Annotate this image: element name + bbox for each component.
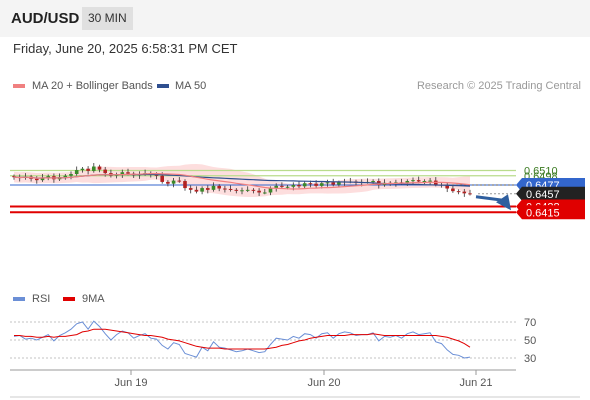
candle-body [308, 183, 313, 185]
ma20-line [13, 172, 471, 190]
candle-body [422, 181, 427, 183]
candle-body [188, 188, 193, 190]
candle-body [456, 191, 461, 193]
support-2-label: 0.6415 [526, 207, 560, 219]
ma20-legend-swatch [13, 84, 25, 88]
candle-body [35, 178, 39, 181]
candle-body [451, 188, 455, 192]
candle-body [251, 189, 256, 191]
ma9-legend-swatch [63, 297, 75, 301]
candle-body [183, 181, 187, 189]
candle-body [46, 176, 50, 178]
candle-body [274, 185, 278, 189]
candle-body [120, 172, 125, 175]
candle-body [297, 185, 301, 187]
candle-body [206, 188, 210, 190]
candle-body [234, 189, 239, 191]
candle-body [314, 183, 318, 186]
last-price-tag [516, 186, 585, 201]
candle-body [160, 175, 164, 182]
candle-body [462, 191, 467, 194]
candle-body [268, 188, 273, 193]
candle-body [171, 180, 176, 184]
rsi-legend-swatch [13, 297, 25, 301]
rsi-line [13, 320, 471, 359]
x-tick-label: Jun 21 [459, 377, 492, 389]
candle-body [97, 166, 102, 170]
x-tick-label: Jun 20 [307, 377, 340, 389]
candle-body [280, 185, 284, 187]
support-2-tag [516, 205, 585, 220]
timeframe-badge[interactable]: 30 MIN [82, 7, 133, 30]
candle-body [285, 186, 290, 188]
candle-body [245, 189, 250, 191]
rsi-tick-70: 70 [524, 317, 536, 329]
ma9-legend-label: 9MA [82, 293, 105, 305]
candle-body [371, 181, 375, 183]
candle-body [405, 181, 410, 184]
candle-body [74, 170, 79, 174]
candle-body [86, 168, 90, 171]
candle-body [166, 181, 170, 184]
candle-body [228, 188, 233, 190]
candle-body [416, 180, 421, 182]
ma50-legend-swatch [157, 84, 169, 88]
rsi-tick-30: 30 [524, 353, 536, 365]
rsi-ma-line [14, 328, 471, 350]
candle-body [103, 169, 107, 174]
candle-body [217, 185, 221, 189]
candle-body [325, 182, 330, 184]
symbol-title: AUD/USD [11, 10, 80, 27]
candle-body [211, 185, 216, 190]
candle-body [63, 175, 68, 178]
candle-body [468, 193, 472, 195]
candle-body [337, 182, 341, 185]
candle-body [263, 192, 267, 194]
candle-body [194, 189, 199, 192]
candle-body [200, 188, 204, 192]
chart-header: AUD/USD 30 MIN [0, 0, 590, 37]
last-price-label: 0.6457 [526, 189, 560, 201]
rsi-legend-label: RSI [32, 293, 51, 305]
candle-body [428, 180, 432, 182]
timestamp: Friday, June 20, 2025 6:58:31 PM CET [13, 41, 238, 56]
candle-body [126, 172, 130, 174]
forecast-arrow-shaft [475, 195, 504, 202]
credit-text: Research © 2025 Trading Central [416, 80, 581, 92]
candle-body [12, 176, 16, 178]
candle-body [92, 166, 96, 171]
candle-body [411, 180, 415, 182]
candle-body [154, 174, 159, 176]
candle-body [445, 185, 449, 189]
resistance-2-label: 0.6510 [524, 165, 558, 177]
candle-body [331, 182, 335, 185]
candle-body [291, 185, 296, 187]
candle-body [302, 183, 307, 187]
ma50-legend-label: MA 50 [175, 80, 207, 92]
candle-body [69, 174, 73, 176]
rsi-tick-50: 50 [524, 335, 536, 347]
candle-body [257, 190, 261, 193]
candle-body [177, 180, 182, 182]
forecast-arrow-head [496, 194, 511, 211]
candle-body [40, 177, 45, 181]
ma20-legend-label: MA 20 + Bollinger Bands [32, 80, 153, 92]
candle-body [240, 190, 244, 192]
candle-body [223, 188, 227, 190]
candle-body [80, 168, 85, 171]
x-tick-label: Jun 19 [114, 377, 147, 389]
candle-body [320, 183, 324, 186]
